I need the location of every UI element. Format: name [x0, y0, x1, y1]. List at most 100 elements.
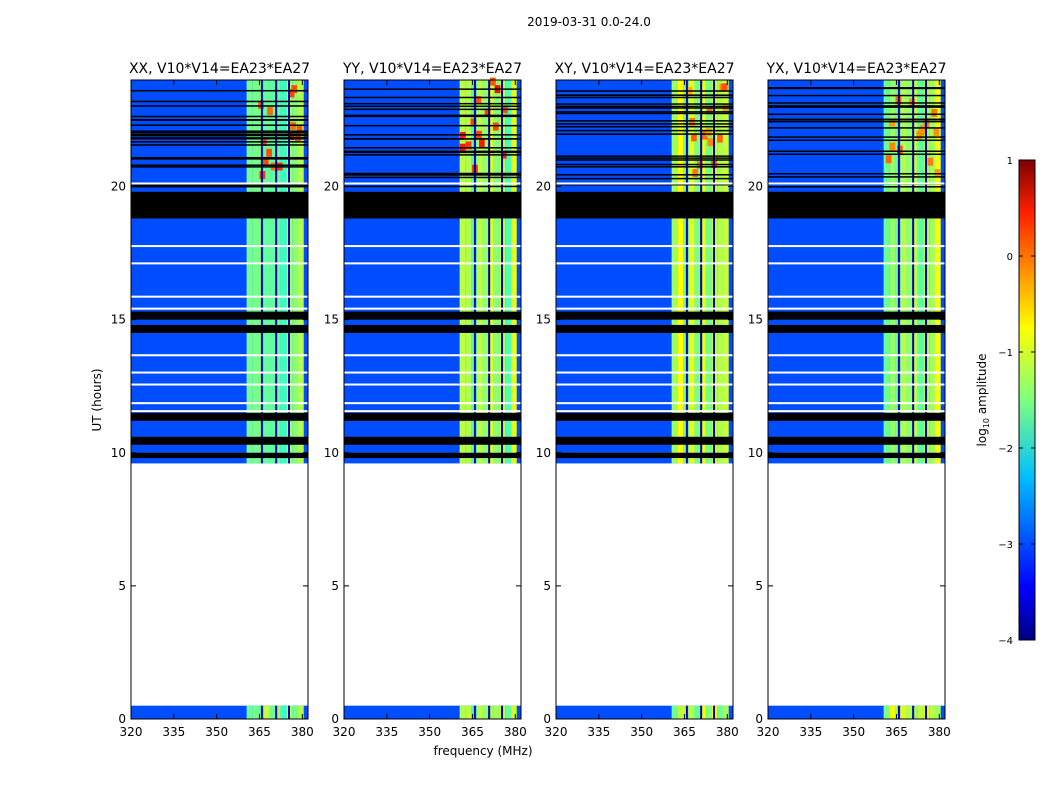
panel-title: YY, V10*V14=EA23*EA27: [342, 61, 522, 77]
y-tick-label: 20: [748, 180, 763, 194]
flag-line: [344, 108, 521, 111]
colorbar-tick-label: 1: [1007, 156, 1013, 167]
figure-suptitle: 2019-03-31 0.0-24.0: [527, 15, 651, 29]
flag-line: [556, 129, 733, 132]
colorbar-ticks: 1 0 −1 −2 −3 −4: [998, 156, 1035, 647]
band-gap: [288, 705, 291, 719]
flag-line: [768, 106, 945, 108]
data-segment: [131, 705, 308, 719]
flag-line: [556, 177, 733, 180]
gap-line: [344, 371, 521, 374]
x-tick-label: 320: [757, 725, 780, 739]
band-gap: [488, 80, 491, 464]
hot-patch: [691, 133, 697, 142]
band-column: [671, 705, 678, 719]
flag-line: [131, 124, 308, 126]
y-tick-label: 0: [331, 712, 339, 726]
band-gap: [501, 80, 504, 464]
flag-line: [344, 115, 521, 117]
y-tick-label: 10: [748, 446, 763, 460]
band-gap: [473, 80, 476, 464]
flag-line: [344, 154, 521, 156]
flagged-band: [768, 412, 945, 421]
flagged-band: [344, 436, 521, 445]
band-gap: [713, 705, 716, 719]
panel-frame: [343, 79, 522, 720]
flagged-band: [131, 412, 308, 421]
gap-line: [344, 307, 521, 310]
flagged-band: [556, 311, 733, 320]
band-column: [912, 80, 918, 464]
hot-patch: [927, 157, 934, 166]
flag-line: [131, 164, 308, 166]
band-column: [488, 80, 494, 464]
band-column: [275, 705, 281, 719]
band-column: [292, 705, 299, 719]
band-column: [700, 705, 706, 719]
band-gap: [700, 705, 703, 719]
flagged-band: [556, 452, 733, 459]
x-tick-label: 335: [799, 725, 822, 739]
x-tick-label: 365: [885, 725, 908, 739]
band-column: [935, 80, 941, 464]
x-tick-label: 335: [375, 725, 398, 739]
x-tick-label: 365: [673, 725, 696, 739]
flagged-band: [344, 311, 521, 320]
band-column: [471, 705, 477, 719]
hot-patch: [919, 124, 926, 133]
band-column: [694, 80, 701, 464]
flag-line: [344, 102, 521, 105]
hot-patch: [291, 85, 298, 94]
band-column: [889, 705, 896, 719]
flagged-band: [768, 452, 945, 459]
band-gap: [685, 705, 688, 719]
y-tick-label: 15: [324, 313, 339, 327]
gap-line: [131, 295, 308, 298]
band-column: [488, 705, 494, 719]
panel-title: YX, V10*V14=EA23*EA27: [765, 61, 946, 77]
gap-line: [768, 402, 945, 405]
band-column: [252, 705, 259, 719]
flag-line: [344, 174, 521, 176]
band-column: [677, 80, 684, 464]
flag-line: [344, 150, 521, 153]
band-column: [246, 705, 253, 719]
hot-patch: [490, 77, 496, 86]
band-column: [275, 80, 281, 464]
y-tick-label: 15: [536, 313, 551, 327]
flag-line: [768, 113, 945, 116]
band-column: [280, 80, 287, 464]
x-tick-label: 320: [545, 725, 568, 739]
hot-patch: [689, 117, 696, 126]
band-column: [471, 80, 477, 464]
data-segment: [768, 705, 945, 719]
gap-line: [556, 245, 733, 248]
hot-patch: [460, 131, 466, 140]
flag-line: [131, 115, 308, 118]
panel-frame: [130, 79, 309, 720]
flag-line: [344, 138, 521, 140]
y-tick-label: 0: [755, 712, 763, 726]
hot-patch: [889, 142, 896, 151]
band-column: [723, 705, 729, 719]
panel-title: XX, V10*V14=EA23*EA27: [129, 61, 310, 77]
gap-line: [556, 383, 733, 386]
band-column: [700, 80, 706, 464]
gap-line: [556, 410, 733, 413]
flag-line: [768, 120, 945, 123]
x-tick-label: 380: [716, 725, 739, 739]
colorbar-label-subscript: 10: [982, 418, 991, 428]
flag-line: [131, 144, 308, 146]
band-column: [900, 705, 907, 719]
band-gap: [260, 80, 263, 464]
flag-line: [131, 132, 308, 134]
flag-line: [556, 166, 733, 168]
x-tick-label: 350: [205, 725, 228, 739]
gap-line: [556, 307, 733, 310]
band-gap: [912, 80, 915, 464]
gap-line: [768, 182, 945, 185]
hot-patch: [267, 106, 273, 115]
gap-line: [768, 245, 945, 248]
flag-line: [344, 124, 521, 127]
